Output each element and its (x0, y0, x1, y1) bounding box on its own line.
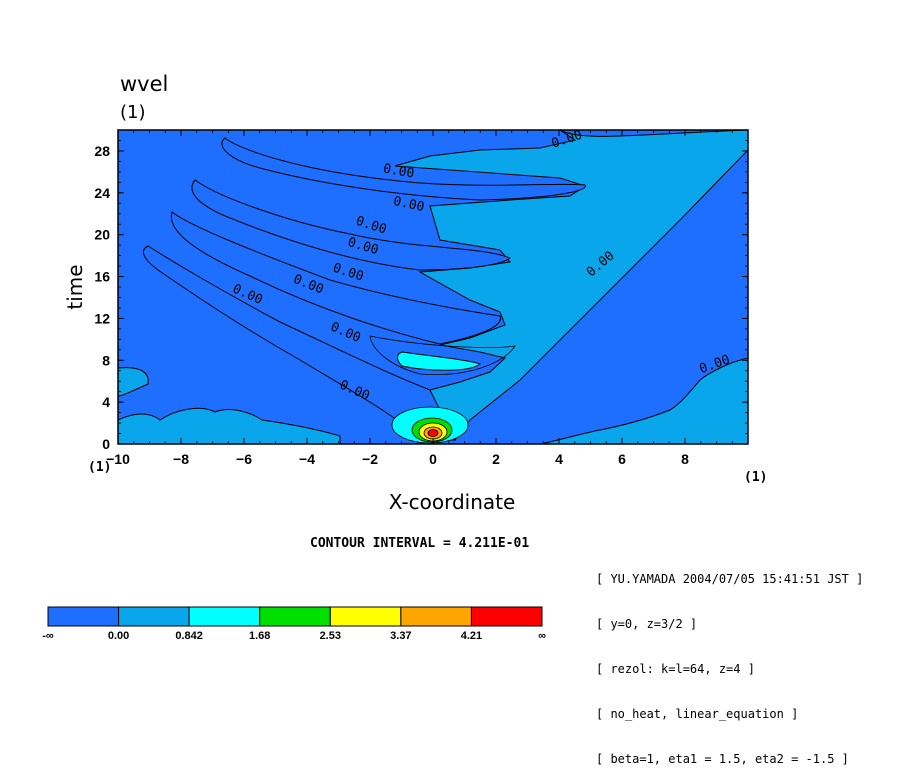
y-tick-label: 8 (102, 352, 110, 368)
contour-label: 0.00 (382, 161, 415, 181)
y-tick-label: 12 (94, 310, 110, 326)
region-cyan-upper (397, 351, 481, 371)
colorbar-label: 1.68 (249, 630, 270, 642)
x-tick-label: 8 (681, 451, 689, 467)
info-line: [ y=0, z=3/2 ] (596, 617, 698, 631)
x-tick-label: −8 (173, 451, 189, 467)
y-tick-label: 28 (94, 143, 110, 159)
colorbar-label: 0.00 (108, 630, 129, 642)
peak-red (427, 429, 439, 437)
colorbar-swatch (400, 606, 472, 627)
info-line: [ YU.YAMADA 2004/07/05 15:41:51 JST ] (596, 572, 864, 586)
colorbar-label: 0.842 (175, 630, 203, 642)
contour-outline (369, 335, 516, 376)
x-tick-label: −6 (236, 451, 252, 467)
colorbar-swatch (470, 606, 543, 627)
colorbar-label: 2.53 (320, 630, 341, 642)
colorbar-swatch (118, 606, 190, 627)
x-tick-label: −10 (106, 451, 130, 467)
y-tick-label: 0 (102, 436, 110, 452)
colorbar-swatch (259, 606, 331, 627)
colorbar-label: 3.37 (390, 630, 411, 642)
region-positive-wedge (222, 130, 748, 441)
y-axis-label: time (63, 264, 87, 309)
x-unit-left: (1) (88, 460, 112, 475)
contour-label: 0.00 (392, 194, 426, 215)
info-block: [ YU.YAMADA 2004/07/05 15:41:51 JST ] [ … (596, 542, 863, 782)
info-line: [ beta=1, eta1 = 1.5, eta2 = -1.5 ] (596, 752, 849, 766)
band-3 (170, 211, 501, 345)
y-tick-label: 24 (94, 185, 110, 201)
x-tick-label: −2 (362, 451, 378, 467)
x-tick-label: 6 (618, 451, 626, 467)
region-noise-right (539, 357, 748, 444)
contour-plot: 0.000.000.000.000.000.000.000.000.000.00… (42, 128, 749, 642)
colorbar-swatch (329, 606, 402, 627)
colorbar-label: ∞ (538, 630, 546, 642)
x-axis-label: X-coordinate (388, 490, 516, 514)
band-2 (191, 179, 511, 271)
y-tick-label: 16 (94, 269, 110, 285)
chart-title: wvel (120, 72, 169, 96)
region-noise-left (118, 367, 341, 444)
band-1 (221, 137, 586, 201)
y-tick-label: 4 (102, 394, 110, 410)
x-tick-label: 2 (492, 451, 500, 467)
info-line: [ rezol: k=l=64, z=4 ] (596, 662, 755, 676)
x-unit-right: (1) (744, 470, 768, 485)
colorbar-swatch (188, 606, 261, 627)
x-tick-label: 4 (555, 451, 563, 467)
x-tick-label: −4 (299, 451, 315, 467)
y-tick-label: 20 (94, 227, 110, 243)
info-line: [ no_heat, linear_equation ] (596, 707, 799, 721)
x-tick-label: 0 (429, 451, 437, 467)
colorbar-label: -∞ (42, 630, 54, 642)
title-unit: (1) (120, 102, 146, 123)
colorbar-label: 4.21 (461, 630, 482, 642)
colorbar-swatch (47, 606, 120, 627)
contour-interval: CONTOUR INTERVAL = 4.211E-01 (310, 536, 530, 551)
